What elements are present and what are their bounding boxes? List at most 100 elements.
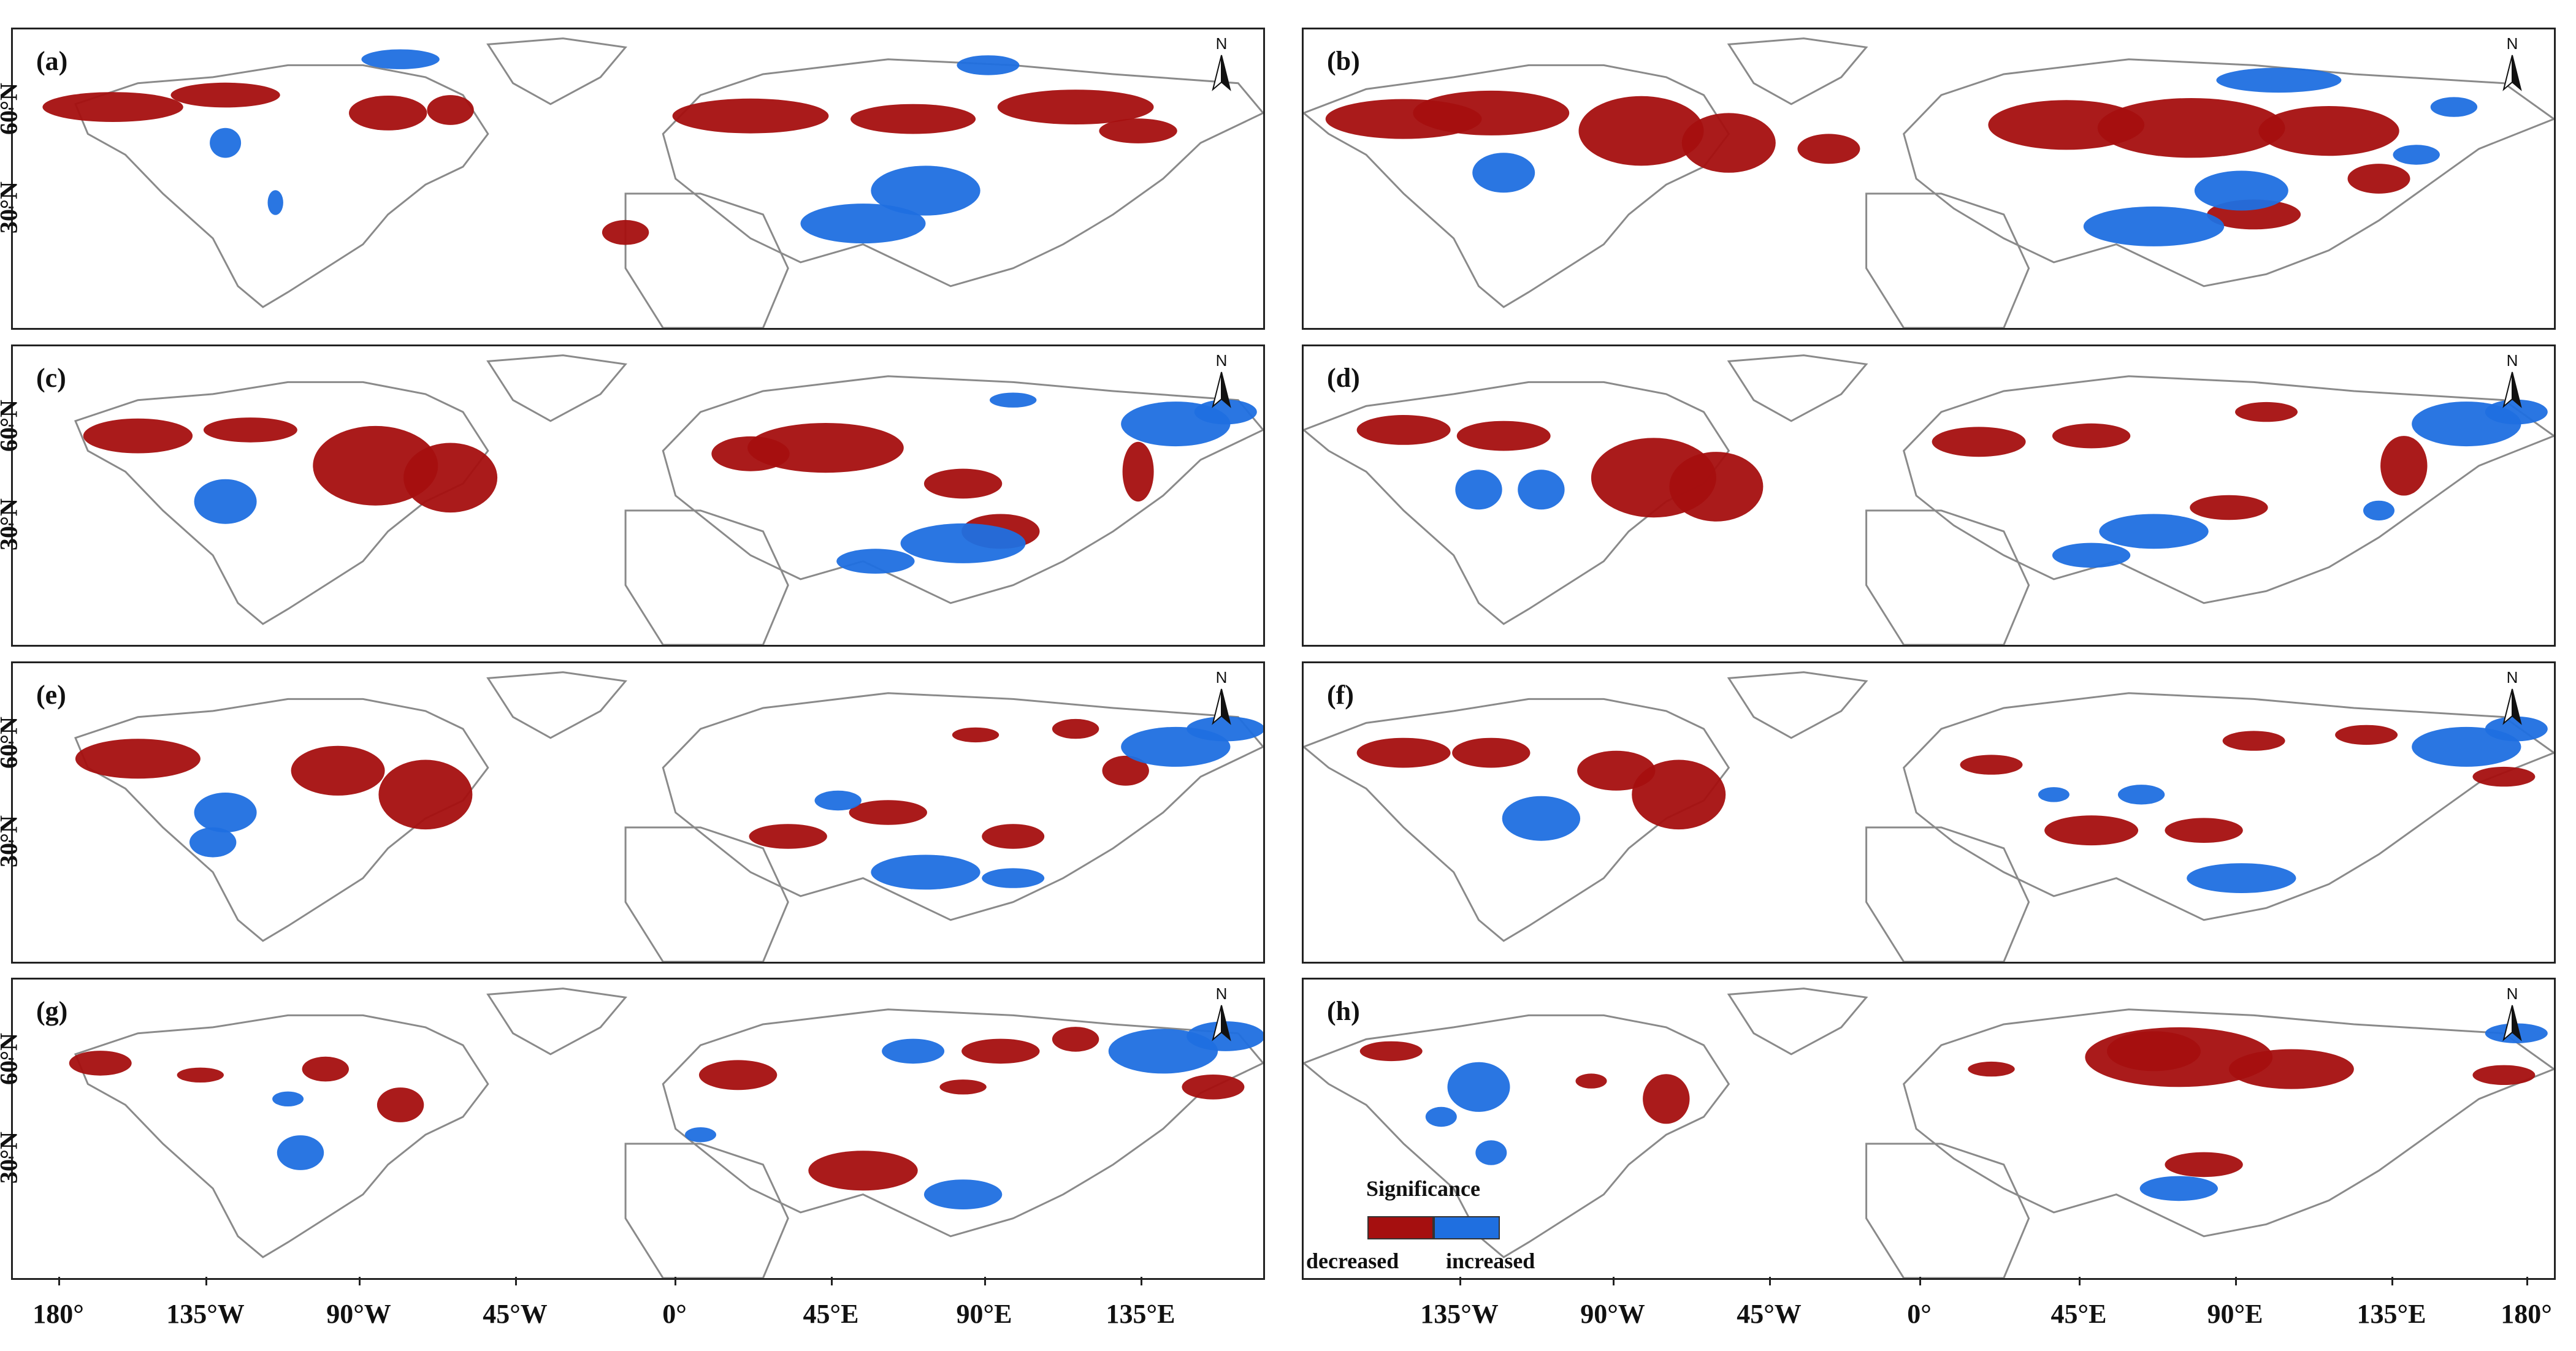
map-canvas — [74, 354, 1263, 645]
north-arrow-icon: N — [1204, 668, 1239, 729]
map-canvas — [1304, 354, 2554, 645]
increased-region-4 — [2083, 206, 2225, 246]
increased-region-3 — [2194, 170, 2288, 211]
decreased-region-2 — [1578, 96, 1704, 166]
decreased-region-1 — [1456, 421, 1551, 451]
decreased-region-1 — [177, 1067, 224, 1083]
coastline-1 — [1727, 671, 1868, 739]
coastline-2 — [1903, 58, 2554, 287]
decreased-region-7 — [1099, 118, 1177, 143]
north-arrow-icon: N — [2495, 351, 2529, 413]
map-canvas — [1304, 671, 2554, 962]
coastline-3 — [624, 192, 789, 328]
coastline-3 — [1865, 509, 2030, 645]
decreased-region-9 — [1797, 134, 1860, 164]
map-canvas — [1304, 37, 2554, 328]
panel-label: (b) — [1327, 46, 1360, 76]
coastline-1 — [486, 37, 627, 105]
increased-region-5 — [871, 854, 980, 890]
legend: Significance decreased increased — [1306, 1176, 1576, 1280]
increased-region-2 — [194, 479, 257, 524]
increased-region-3 — [1455, 470, 1502, 510]
panel-label: (f) — [1327, 680, 1354, 710]
decreased-region-8 — [1122, 441, 1154, 502]
decreased-region-5 — [850, 104, 976, 134]
coastline-3 — [624, 509, 789, 645]
decreased-region-0 — [1356, 415, 1451, 445]
increased-region-2 — [882, 1038, 945, 1064]
increased-region-3 — [900, 523, 1026, 563]
map-panel-h: (h) N — [1302, 978, 2556, 1280]
increased-region-4 — [2099, 514, 2209, 549]
x-axis-label: 135°E — [1106, 1299, 1175, 1329]
x-axis-label: 0° — [662, 1299, 687, 1329]
coastline-0 — [74, 698, 489, 942]
decreased-region-7 — [2380, 436, 2428, 496]
coastline-2 — [662, 692, 1263, 921]
coastline-3 — [624, 826, 789, 962]
map-panel-g: (g) N — [11, 978, 1265, 1280]
increased-region-5 — [990, 392, 1037, 408]
increased-region-6 — [2363, 500, 2394, 521]
panel-label: (d) — [1327, 363, 1360, 393]
coastline-0 — [1304, 698, 1730, 942]
map-panel-b: (b) N — [1302, 28, 2556, 330]
decreased-region-2 — [1643, 1074, 1690, 1124]
coastline-3 — [1865, 1143, 2030, 1278]
increased-region-0 — [2216, 67, 2342, 93]
map-canvas — [1304, 988, 2554, 1278]
panel-label: (a) — [36, 46, 68, 76]
coastline-1 — [486, 988, 627, 1056]
x-axis-label: 90°W — [326, 1299, 391, 1329]
decreased-region-1 — [291, 745, 385, 796]
decreased-region-8 — [2044, 815, 2139, 846]
north-arrow-icon: N — [1204, 34, 1239, 96]
increased-region-4 — [957, 55, 1020, 75]
decreased-region-8 — [808, 1151, 918, 1191]
x-axis-label: 90°W — [1580, 1299, 1645, 1329]
coastline-1 — [1727, 37, 1868, 105]
panel-label: (c) — [36, 363, 66, 393]
decreased-region-4 — [1960, 755, 2023, 775]
increased-region-1 — [2485, 716, 2548, 742]
decreased-region-8 — [2165, 1152, 2243, 1178]
decreased-region-3 — [376, 1087, 424, 1122]
decreased-region-7 — [1182, 1075, 1245, 1100]
decreased-region-4 — [1052, 718, 1099, 739]
decreased-region-4 — [2107, 1031, 2201, 1071]
decreased-region-0 — [1359, 1041, 1423, 1062]
coastline-1 — [486, 671, 627, 739]
decreased-region-1 — [1575, 1073, 1607, 1089]
decreased-region-3 — [427, 95, 474, 125]
increased-region-1 — [1425, 1106, 1457, 1127]
increased-region-2 — [1475, 1140, 1507, 1165]
decreased-region-8 — [602, 219, 649, 245]
decreased-region-1 — [203, 417, 297, 443]
decreased-region-5 — [2228, 1049, 2354, 1089]
x-axis-label: 135°E — [2356, 1299, 2426, 1329]
decreased-region-8 — [2190, 495, 2268, 520]
map-canvas — [42, 37, 1263, 328]
legend-swatch-increased — [1434, 1216, 1500, 1239]
increased-region-4 — [277, 1135, 324, 1170]
decreased-region-0 — [1356, 737, 1451, 768]
decreased-region-6 — [2472, 1065, 2536, 1085]
map-panel-f: (f) N — [1302, 661, 2556, 964]
north-arrow-icon: N — [2495, 34, 2529, 96]
map-panel-a: (a) N — [11, 28, 1265, 330]
legend-label-increased: increased — [1446, 1249, 1535, 1273]
decreased-region-1 — [1452, 737, 1531, 768]
decreased-region-5 — [961, 1038, 1040, 1064]
increased-region-5 — [2052, 542, 2131, 568]
increased-region-3 — [189, 827, 237, 858]
coastline-2 — [662, 375, 1263, 604]
decreased-region-3 — [1681, 113, 1776, 173]
legend-title: Significance — [1366, 1176, 1480, 1201]
x-axis-label: 135°W — [166, 1299, 245, 1329]
coastline-2 — [662, 1008, 1263, 1238]
map-panel-c: (c) N — [11, 344, 1265, 647]
decreased-region-5 — [1102, 755, 1149, 786]
increased-region-1 — [1194, 399, 1257, 425]
increased-region-0 — [361, 49, 440, 69]
increased-region-1 — [2485, 399, 2548, 425]
